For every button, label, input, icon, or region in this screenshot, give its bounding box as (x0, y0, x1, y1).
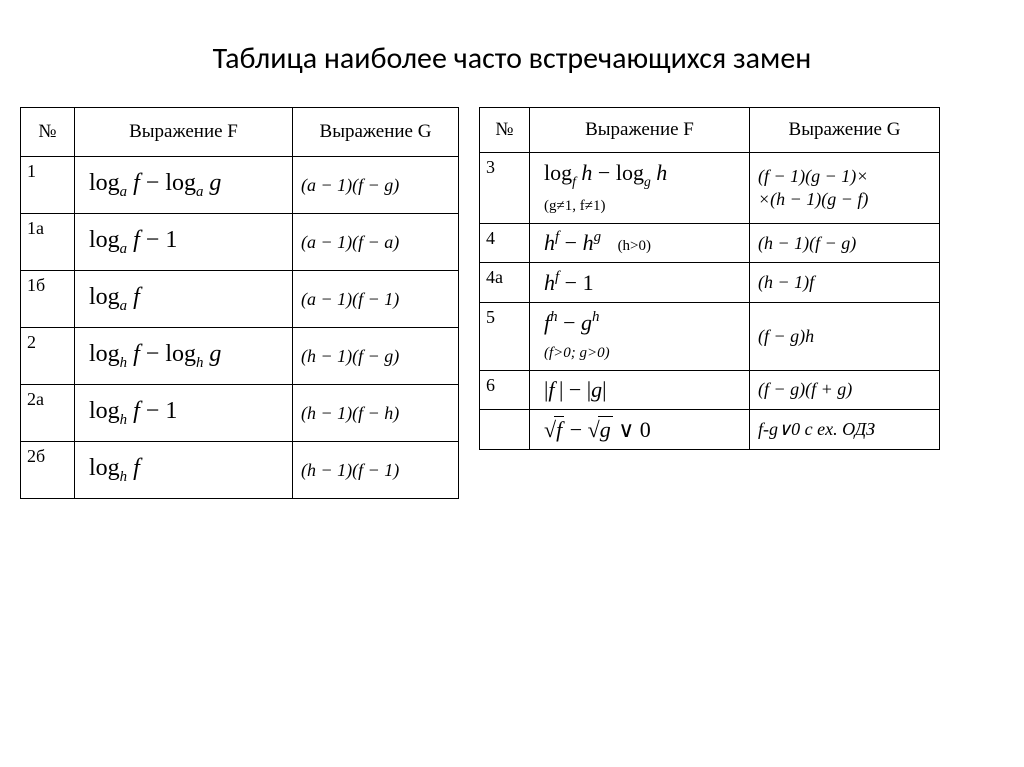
table-row: 3logf h − logg h(g≠1, f≠1)(f − 1)(g − 1)… (480, 153, 940, 224)
cell-expression-F: loga f (75, 271, 293, 328)
cell-expression-G: (a − 1)(f − 1) (293, 271, 459, 328)
col-header-G: Выражение G (293, 108, 459, 157)
cell-expression-G: (a − 1)(f − g) (293, 157, 459, 214)
cell-expression-G: (a − 1)(f − a) (293, 214, 459, 271)
cell-num: 5 (480, 302, 530, 370)
page-title: Таблица наиболее часто встречающихся зам… (20, 40, 1004, 77)
cell-expression-F: logh f − 1 (75, 385, 293, 442)
cell-expression-F: |f | − |g| (530, 370, 750, 409)
table-right-body: 3logf h − logg h(g≠1, f≠1)(f − 1)(g − 1)… (480, 153, 940, 450)
tables-container: № Выражение F Выражение G 1loga f − loga… (20, 107, 1004, 499)
cell-expression-G: (f − 1)(g − 1)××(h − 1)(g − f) (750, 153, 940, 224)
table-row: 2аlogh f − 1(h − 1)(f − h) (21, 385, 459, 442)
cell-num: 2а (21, 385, 75, 442)
cell-expression-G: (f − g)h (750, 302, 940, 370)
cell-num: 1а (21, 214, 75, 271)
table-row: 1бloga f(a − 1)(f − 1) (21, 271, 459, 328)
col-header-F: Выражение F (75, 108, 293, 157)
table-row: 2бlogh f(h − 1)(f − 1) (21, 442, 459, 499)
col-header-num: № (21, 108, 75, 157)
col-header-num: № (480, 108, 530, 153)
table-row: f − g ∨ 0f-g∨0 с ex. ОДЗ (480, 409, 940, 449)
table-left-body: 1loga f − loga g(a − 1)(f − g)1аloga f −… (21, 157, 459, 499)
table-row: 6|f | − |g|(f − g)(f + g) (480, 370, 940, 409)
cell-num: 6 (480, 370, 530, 409)
cell-expression-G: (h − 1)(f − h) (293, 385, 459, 442)
cell-expression-G: f-g∨0 с ex. ОДЗ (750, 409, 940, 449)
cell-expression-F: fh − gh(f>0; g>0) (530, 302, 750, 370)
col-header-F: Выражение F (530, 108, 750, 153)
cell-expression-G: (h − 1)(f − 1) (293, 442, 459, 499)
table-row: 1loga f − loga g(a − 1)(f − g) (21, 157, 459, 214)
cell-expression-F: hf − 1 (530, 263, 750, 302)
table-row: 5fh − gh(f>0; g>0)(f − g)h (480, 302, 940, 370)
col-header-G: Выражение G (750, 108, 940, 153)
cell-num: 1 (21, 157, 75, 214)
table-header-row: № Выражение F Выражение G (21, 108, 459, 157)
cell-expression-G: (h − 1)(f − g) (293, 328, 459, 385)
substitutions-table-left: № Выражение F Выражение G 1loga f − loga… (20, 107, 459, 499)
cell-expression-G: (f − g)(f + g) (750, 370, 940, 409)
cell-num (480, 409, 530, 449)
cell-expression-F: loga f − loga g (75, 157, 293, 214)
cell-num: 4 (480, 223, 530, 262)
table-row: 1аloga f − 1(a − 1)(f − a) (21, 214, 459, 271)
cell-expression-F: logh f (75, 442, 293, 499)
cell-expression-F: f − g ∨ 0 (530, 409, 750, 449)
table-header-row: № Выражение F Выражение G (480, 108, 940, 153)
cell-expression-F: loga f − 1 (75, 214, 293, 271)
cell-num: 2 (21, 328, 75, 385)
cell-num: 3 (480, 153, 530, 224)
cell-expression-G: (h − 1)(f − g) (750, 223, 940, 262)
table-row: 4аhf − 1(h − 1)f (480, 263, 940, 302)
cell-expression-F: logf h − logg h(g≠1, f≠1) (530, 153, 750, 224)
table-row: 4hf − hg (h>0)(h − 1)(f − g) (480, 223, 940, 262)
cell-num: 2б (21, 442, 75, 499)
cell-expression-F: logh f − logh g (75, 328, 293, 385)
table-row: 2logh f − logh g(h − 1)(f − g) (21, 328, 459, 385)
cell-num: 4а (480, 263, 530, 302)
substitutions-table-right: № Выражение F Выражение G 3logf h − logg… (479, 107, 940, 450)
cell-num: 1б (21, 271, 75, 328)
cell-expression-G: (h − 1)f (750, 263, 940, 302)
cell-expression-F: hf − hg (h>0) (530, 223, 750, 262)
